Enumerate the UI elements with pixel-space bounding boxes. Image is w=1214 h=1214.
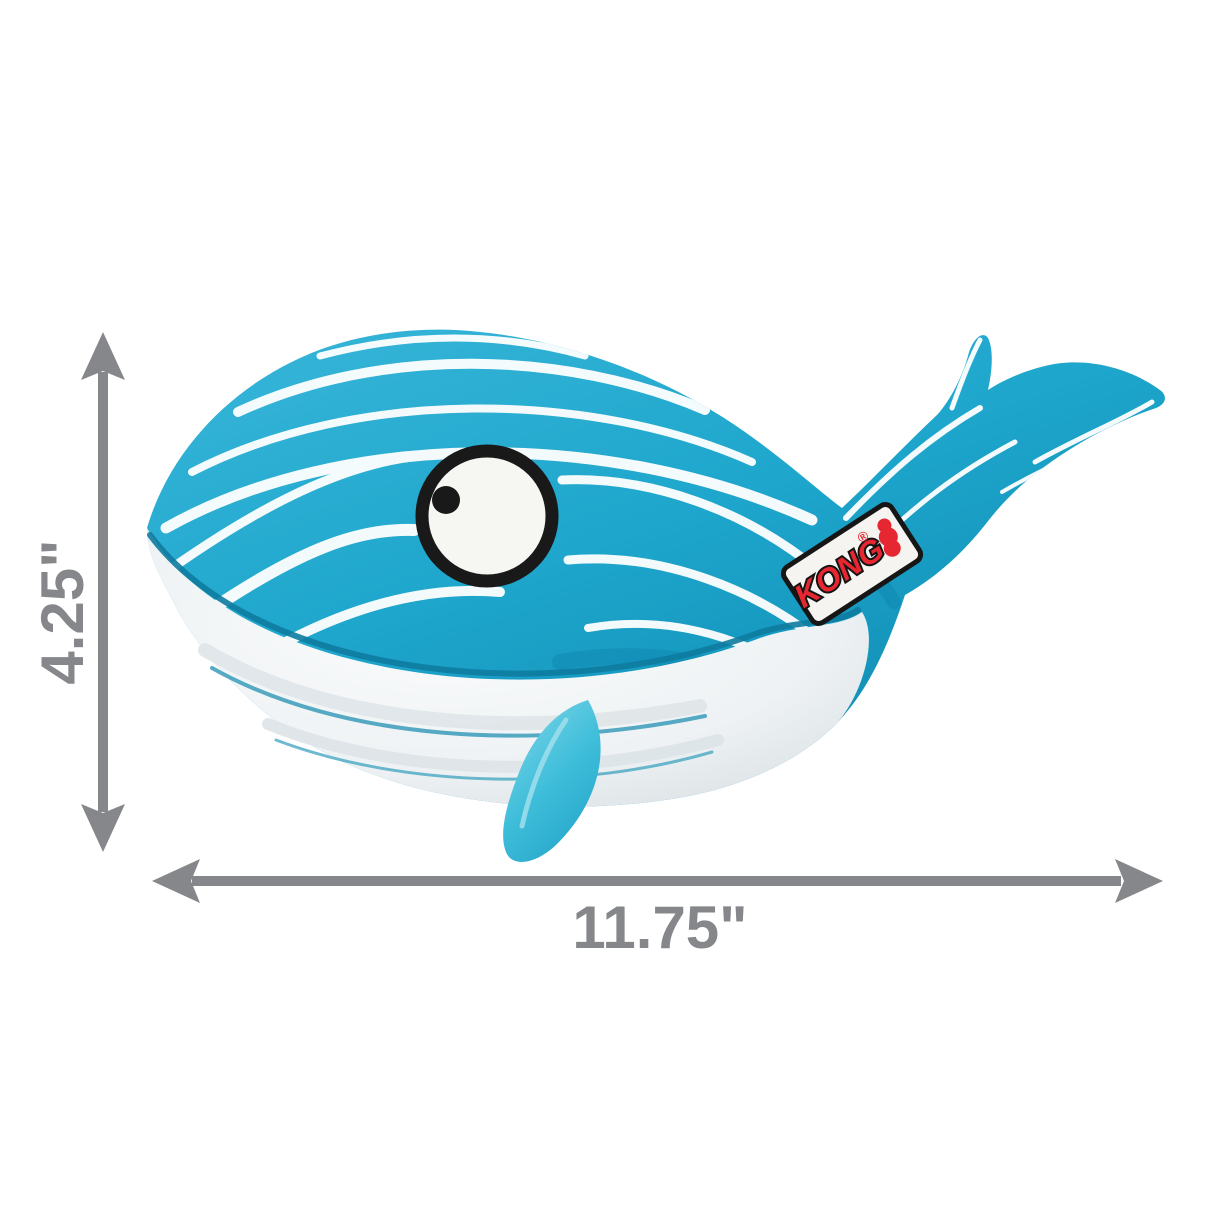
- whale-belly: [147, 528, 869, 807]
- plush-whale-toy: KONG ®: [147, 329, 1165, 862]
- width-dimension: 11.75": [152, 859, 1163, 961]
- height-dimension-arrow: [81, 332, 125, 852]
- fin-highlight: [519, 717, 569, 829]
- width-dimension-arrow: [152, 859, 1163, 903]
- arrow-right-icon: [1115, 859, 1163, 903]
- whale-eye: [415, 444, 559, 588]
- arrow-down-icon: [81, 804, 125, 852]
- kong-tag: KONG ®: [780, 502, 924, 626]
- height-dimension: 4.25": [29, 332, 125, 852]
- belly-folds: [147, 532, 861, 781]
- arrow-left-icon: [152, 859, 200, 903]
- arrow-up-icon: [81, 332, 125, 380]
- kong-classic-toy-icon: [877, 518, 901, 557]
- width-label: 11.75": [572, 894, 747, 961]
- height-label: 4.25": [29, 539, 96, 684]
- pectoral-fin: [503, 700, 601, 862]
- eye-pupil: [432, 486, 460, 514]
